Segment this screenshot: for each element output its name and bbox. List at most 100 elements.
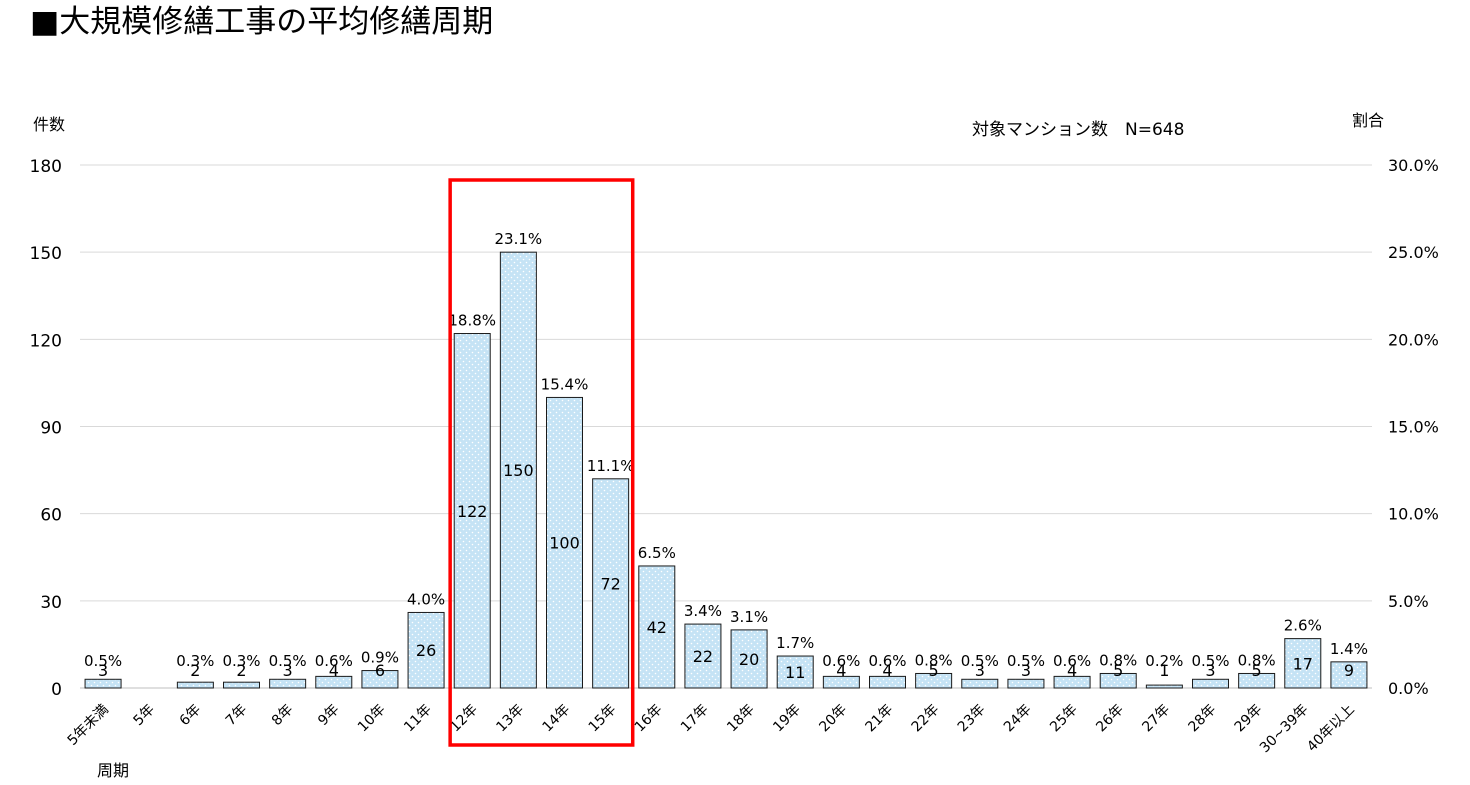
percent-label: 6.5% [638,544,676,562]
percent-label: 0.6% [822,652,860,670]
x-tick-label: 6年 [177,702,205,730]
value-label: 5 [929,661,939,680]
x-tick-label: 22年 [909,702,943,736]
x-tick-label: 5年未満 [65,702,112,749]
bar-13年 [499,251,537,689]
percent-label: 4.0% [407,590,445,608]
x-tick-label: 25年 [1047,702,1081,736]
left-axis-title: 件数 [33,115,65,134]
left-tick-label: 150 [30,244,62,264]
value-label: 3 [283,661,293,680]
bar-40年以上 [1330,661,1368,689]
highlight-box [448,178,635,747]
x-tick-label: 10年 [355,702,389,736]
bar-26年 [1099,672,1137,689]
left-tick-label: 30 [40,593,62,613]
x-tick-label: 11年 [401,702,435,736]
bar-28年 [1192,678,1229,689]
percent-label: 0.6% [1053,652,1091,670]
percent-label: 0.8% [1238,651,1276,669]
right-axis-title: 割合 [1352,111,1384,130]
bar-22年 [915,672,953,689]
x-tick-label: 5年 [131,702,159,730]
x-tick-label: 15年 [586,702,620,736]
value-label: 4 [1067,661,1077,680]
x-tick-label: 40年以上 [1304,702,1358,756]
value-label: 2 [236,661,246,680]
x-tick-label: 9年 [315,702,343,730]
bar-5年未満 [84,678,122,689]
x-tick-label: 8年 [269,702,297,730]
value-label: 1 [1159,661,1169,680]
bar-12年 [453,333,491,689]
x-tick-label: 19年 [770,702,804,736]
percent-label: 0.8% [915,651,953,669]
right-tick-label: 5.0% [1388,592,1429,611]
bar-14年 [546,396,583,689]
percent-label: 0.6% [315,652,353,670]
value-label: 2 [190,661,200,680]
value-label: 3 [1021,661,1031,680]
left-tick-label: 60 [40,506,62,526]
bar-11年 [407,611,445,689]
bar-29年 [1238,672,1276,689]
x-tick-label: 20年 [816,702,850,736]
value-label: 42 [647,618,667,637]
value-label: 26 [416,641,436,660]
percent-label: 0.3% [222,652,260,670]
percent-label: 15.4% [541,375,589,393]
percent-label: 0.5% [269,652,307,670]
x-tick-label: 30~39年 [1257,702,1312,757]
x-tick-label: 23年 [955,702,989,736]
bar-9年 [315,675,353,689]
x-tick-label: 21年 [863,702,897,736]
value-label: 20 [739,650,759,669]
value-label: 17 [1293,654,1313,673]
x-tick-label: 26年 [1093,702,1127,736]
percent-label: 2.6% [1284,617,1322,635]
percent-label: 23.1% [495,230,543,248]
value-label: 72 [600,574,620,593]
percent-label: 0.5% [1007,652,1045,670]
right-tick-label: 20.0% [1388,330,1439,349]
bar-27年 [1145,684,1183,689]
right-tick-label: 15.0% [1388,418,1439,437]
page-title: ■大規模修繕工事の平均修繕周期 [30,4,494,40]
x-tick-label: 28年 [1186,702,1220,736]
bar-16年 [638,565,676,689]
percent-label: 0.3% [176,652,214,670]
bar-7年 [223,681,260,689]
gridlines [80,164,1372,689]
value-label: 4 [882,661,892,680]
percent-label: 0.8% [1099,651,1137,669]
value-label: 22 [693,647,713,666]
x-tick-label: 17年 [678,702,712,736]
bar-20年 [822,675,860,689]
bar-6年 [176,681,214,689]
bar-21年 [869,675,906,689]
x-tick-label: 16年 [632,702,666,736]
x-tick-label: 13年 [493,702,527,736]
x-tick-label: 29年 [1232,702,1266,736]
sample-size-annotation: 対象マンション数 N=648 [972,120,1184,140]
right-tick-label: 30.0% [1388,156,1439,175]
x-tick-label: 18年 [724,702,758,736]
bar-15年 [592,478,630,689]
value-label: 4 [836,661,846,680]
percent-label: 1.7% [776,634,814,652]
percent-label: 1.4% [1330,640,1368,658]
bar-24年 [1007,678,1045,689]
bar-8年 [269,678,307,689]
x-axis-title: 周期 [97,761,129,780]
value-label: 150 [503,461,534,480]
x-tick-label: 12年 [447,702,481,736]
percent-label: 0.5% [1191,652,1229,670]
percent-label: 0.6% [868,652,906,670]
right-tick-label: 10.0% [1388,505,1439,524]
value-label: 9 [1344,661,1354,680]
value-label: 3 [98,661,108,680]
percent-label: 18.8% [448,312,496,330]
value-label: 5 [1252,661,1262,680]
value-label: 4 [329,661,339,680]
